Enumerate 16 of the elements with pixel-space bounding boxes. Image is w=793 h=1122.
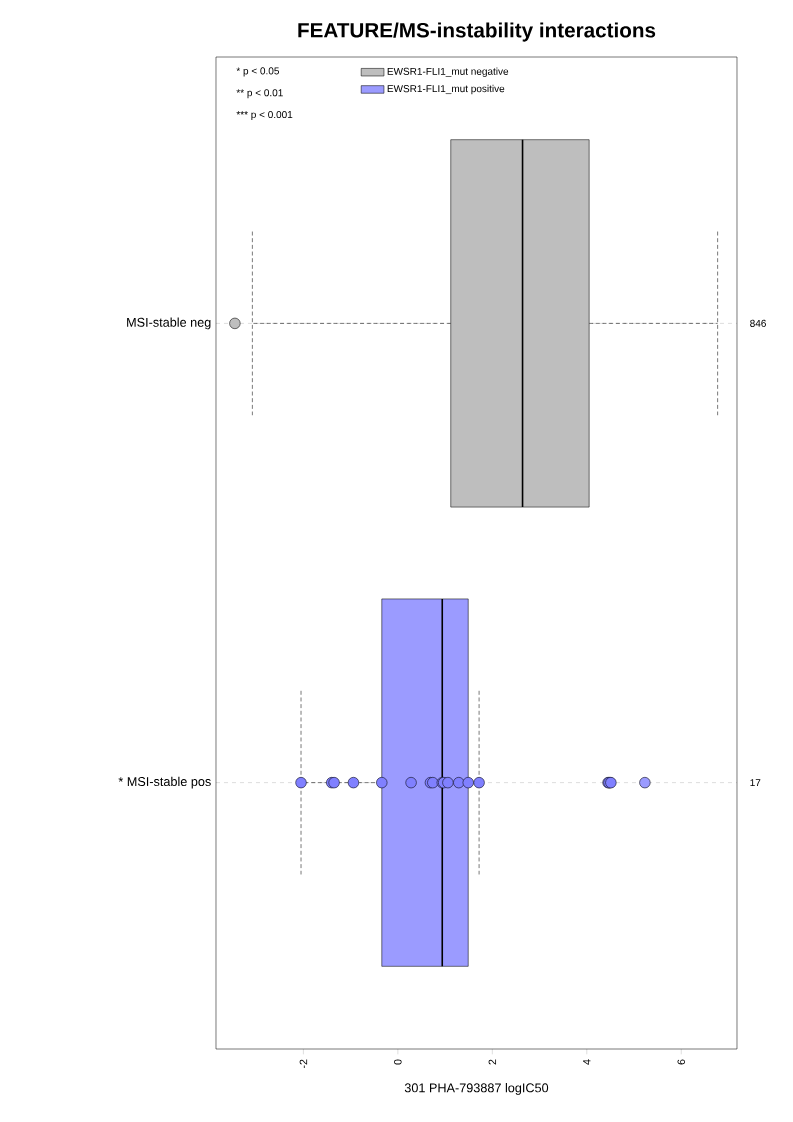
y-tick-label: MSI-stable neg: [127, 317, 211, 330]
x-tick-label: 4: [583, 1059, 591, 1065]
annotation: * p < 0.05: [236, 67, 279, 77]
x-tick-label: -2: [299, 1059, 308, 1069]
annotation: ** p < 0.01: [236, 89, 283, 99]
chart-title: FEATURE/MS-instability interactions: [298, 22, 656, 42]
y-tick-label: * MSI-stable pos: [118, 776, 211, 789]
text: 17: [750, 779, 761, 787]
legend-label: EWSR1-FLI1_mut positive: [387, 84, 505, 95]
annotation: *** p < 0.001: [236, 111, 293, 121]
legend-label: EWSR1-FLI1_mut negative: [387, 67, 509, 77]
x-tick-label: 6: [677, 1059, 686, 1065]
x-tick-label: 0: [394, 1059, 402, 1065]
text: 846: [750, 319, 766, 327]
x-axis-title: 301 PHA-793887 logIC50: [404, 1083, 549, 1095]
x-tick-label: 2: [488, 1059, 497, 1065]
